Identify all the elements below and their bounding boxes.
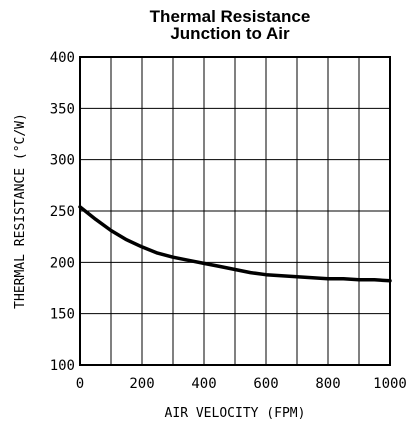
y-tick-label-300: 300: [50, 153, 75, 169]
x-tick-label-0: 0: [76, 376, 84, 392]
y-tick-label-350: 350: [50, 101, 75, 117]
y-tick-label-100: 100: [50, 358, 75, 374]
chart-title-line-1: Thermal Resistance: [149, 7, 311, 26]
x-axis-label: AIR VELOCITY (FPM): [165, 406, 306, 421]
y-tick-label-250: 250: [50, 204, 75, 220]
y-tick-label-400: 400: [50, 50, 75, 66]
series-line-0: [78, 205, 392, 283]
x-tick-labels: 0 200 400 600 800 1000: [76, 376, 407, 392]
y-tick-label-150: 150: [50, 307, 75, 323]
series-layer: [78, 205, 392, 283]
grid: [80, 57, 390, 365]
x-tick-label-800: 800: [315, 376, 340, 392]
y-tick-label-200: 200: [50, 255, 75, 271]
x-tick-label-400: 400: [191, 376, 216, 392]
x-tick-label-600: 600: [253, 376, 278, 392]
x-tick-label-1000: 1000: [373, 376, 407, 392]
chart-title-line-2: Junction to Air: [170, 24, 290, 43]
y-tick-labels: 100 150 200 250 300 350 400: [50, 50, 75, 374]
plot-frame: [79, 56, 391, 366]
y-axis-label: THERMAL RESISTANCE (°C/W): [13, 113, 28, 309]
x-tick-label-200: 200: [129, 376, 154, 392]
